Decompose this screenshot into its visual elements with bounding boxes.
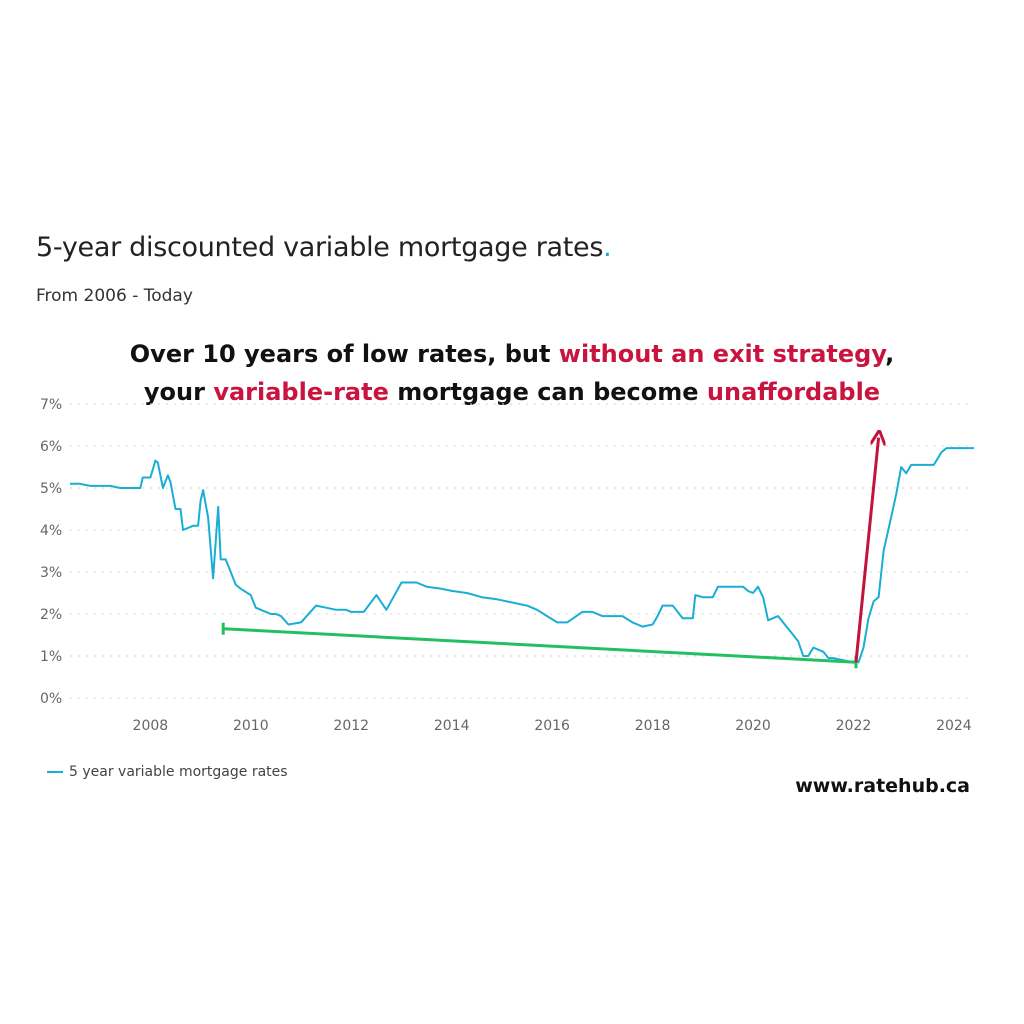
trend-line	[223, 627, 857, 664]
headline-highlight: variable-rate	[213, 378, 389, 406]
y-axis-ticks: 0% 1% 2% 3% 4% 5% 6% 7%	[40, 397, 62, 707]
headline-line-2: your variable-rate mortgage can become u…	[0, 378, 1024, 406]
title-accent-dot: .	[603, 232, 612, 263]
y-tick-label: 0%	[40, 691, 62, 707]
x-tick-label: 2020	[735, 718, 771, 734]
y-tick-label: 7%	[40, 397, 62, 413]
y-tick-label: 1%	[40, 649, 62, 665]
x-tick-label: 2018	[635, 718, 671, 734]
headline-line-1: Over 10 years of low rates, but without …	[0, 340, 1024, 368]
chart-title: 5-year discounted variable mortgage rate…	[36, 232, 612, 263]
series-line	[70, 447, 974, 664]
headline-text: ,	[885, 340, 895, 368]
x-tick-label: 2012	[333, 718, 369, 734]
headline-highlight: unaffordable	[706, 378, 881, 406]
y-tick-label: 3%	[40, 565, 62, 581]
y-tick-label: 2%	[40, 607, 62, 623]
y-tick-label: 6%	[40, 439, 62, 455]
annotation-group	[221, 438, 879, 669]
x-tick-label: 2014	[434, 718, 470, 734]
x-tick-label: 2016	[534, 718, 570, 734]
chart-title-text: 5-year discounted variable mortgage rate…	[36, 232, 604, 263]
y-tick-label: 4%	[40, 523, 62, 539]
legend-swatch	[47, 771, 63, 773]
headline-text: mortgage can become	[388, 378, 707, 406]
line-chart: 0% 1% 2% 3% 4% 5% 6% 7% 2008 2010 2012 2014 2016 201…	[40, 397, 974, 734]
x-axis-ticks: 2008 2010 2012 2014 2016 2018 2020 2022 2024	[133, 718, 972, 734]
x-tick-label: 2024	[936, 718, 972, 734]
series-group	[70, 447, 974, 664]
legend-label: 5 year variable mortgage rates	[69, 764, 288, 780]
chart-grid	[70, 403, 974, 699]
source-url: www.ratehub.ca	[795, 775, 970, 797]
x-tick-label: 2022	[836, 718, 872, 734]
headline-highlight: without an exit strategy	[558, 340, 886, 368]
headline-text: your	[143, 378, 214, 406]
x-tick-label: 2010	[233, 718, 269, 734]
rising-arrow	[854, 438, 879, 663]
headline-text: Over 10 years of low rates, but	[129, 340, 559, 368]
chart-subtitle: From 2006 - Today	[36, 286, 193, 306]
chart-legend: 5 year variable mortgage rates	[47, 764, 288, 780]
y-tick-label: 5%	[40, 481, 62, 497]
x-tick-label: 2008	[133, 718, 169, 734]
